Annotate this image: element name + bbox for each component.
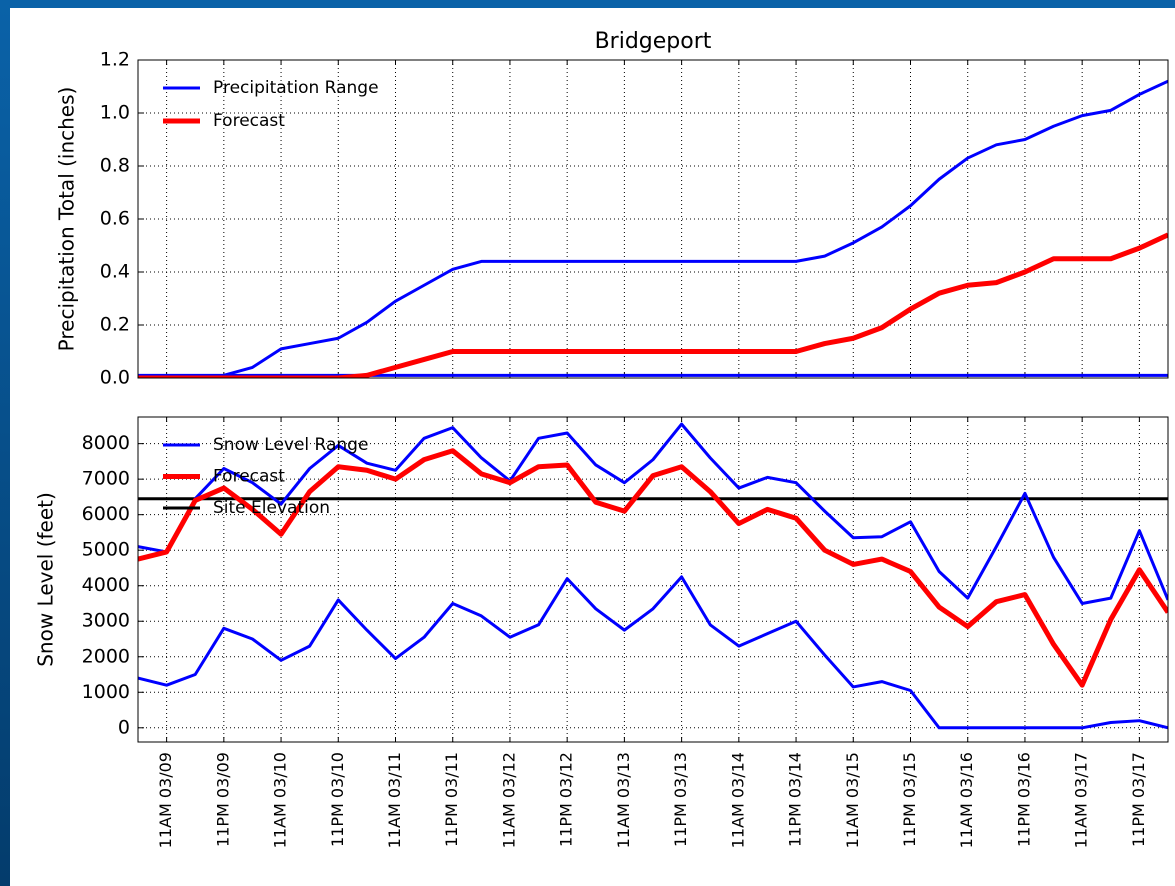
x-tick-label: 11PM 03/09 xyxy=(213,752,232,847)
y-tick-label: 6000 xyxy=(82,503,130,525)
x-tick-label: 11AM 03/12 xyxy=(499,752,518,848)
chart: 0.0 0.2 0.4 0.6 0.8 1.0 1.2 Bridgeport Precipita… xyxy=(34,29,1169,848)
y-tick-label: 1000 xyxy=(82,681,130,703)
series-line xyxy=(138,448,1168,688)
x-tick-label: 11AM 03/14 xyxy=(728,752,747,848)
chart-title: Bridgeport xyxy=(595,29,712,54)
y-tick-label: 0 xyxy=(118,716,130,738)
x-tick-label: 11PM 03/10 xyxy=(328,752,347,847)
y-tick-label: 2000 xyxy=(82,645,130,667)
y-tick-label: 0.0 xyxy=(100,367,130,389)
y-tick-label: 1.0 xyxy=(100,102,130,124)
y-tick-label: 4000 xyxy=(82,574,130,596)
x-tick-label: 11PM 03/15 xyxy=(900,752,919,847)
x-tick-label: 11AM 03/09 xyxy=(156,752,175,848)
x-tick-label: 11PM 03/13 xyxy=(671,752,690,847)
y-tick-label: 7000 xyxy=(82,468,130,490)
series-line xyxy=(138,79,1168,378)
x-tick-label: 11AM 03/16 xyxy=(957,752,976,848)
y-tick-label: 0.2 xyxy=(100,314,130,336)
plot-area xyxy=(138,422,1168,730)
series-line xyxy=(138,422,1168,605)
x-tick-label: 11AM 03/13 xyxy=(614,752,633,848)
x-tick-label: 11PM 03/11 xyxy=(442,752,461,847)
legend-label: Forecast xyxy=(213,467,285,487)
x-tick-label: 11AM 03/11 xyxy=(385,752,404,848)
x-tick-label: 11PM 03/12 xyxy=(557,752,576,847)
y-axis-label: Precipitation Total (inches) xyxy=(55,87,79,352)
legend-label: Snow Level Range xyxy=(213,435,368,455)
series-line xyxy=(138,575,1168,730)
legend-label: Forecast xyxy=(213,111,285,131)
y-tick-label: 0.8 xyxy=(100,155,130,177)
y-tick-label: 8000 xyxy=(82,432,130,454)
x-tick-label: 11PM 03/17 xyxy=(1129,752,1148,847)
y-tick-label: 5000 xyxy=(82,539,130,561)
series-line xyxy=(138,232,1168,378)
y-tick-label: 1.2 xyxy=(100,49,130,71)
axes-frame xyxy=(137,416,1169,743)
legend-label: Site Elevation xyxy=(213,498,330,518)
x-tick-label: 11PM 03/16 xyxy=(1014,752,1033,847)
axes-frame xyxy=(137,59,1169,379)
x-tick-label: 11PM 03/14 xyxy=(786,752,805,847)
y-tick-label: 0.6 xyxy=(100,208,130,230)
x-tick-label: 11AM 03/10 xyxy=(271,752,290,848)
y-axis-label: Snow Level (feet) xyxy=(34,492,58,667)
legend-label: Precipitation Range xyxy=(213,78,379,98)
x-tick-label: 11AM 03/15 xyxy=(843,752,862,848)
y-tick-label: 0.4 xyxy=(100,261,130,283)
x-tick-label: 11AM 03/17 xyxy=(1072,752,1091,848)
plot-area xyxy=(138,79,1168,378)
panel: 0.0 0.2 0.4 0.6 0.8 1.0 1.2 Bridgeport Precipita… xyxy=(10,8,1175,886)
y-tick-label: 3000 xyxy=(82,610,130,632)
